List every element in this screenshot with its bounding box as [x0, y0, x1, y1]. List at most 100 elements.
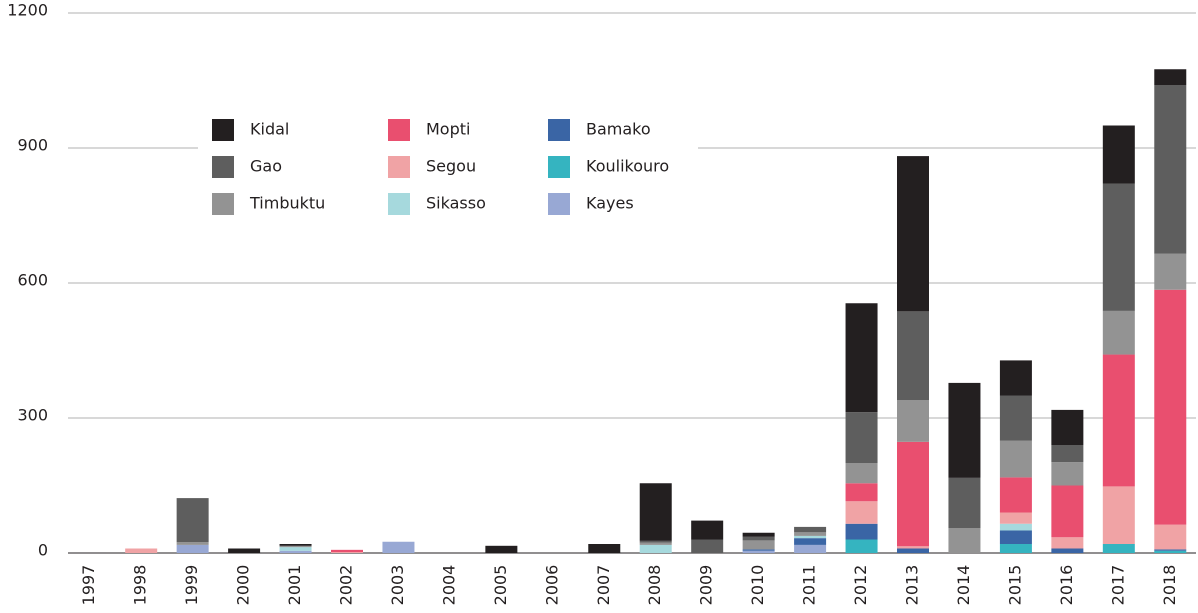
bar-segment	[176, 542, 209, 545]
bar-segment	[1154, 549, 1187, 551]
bar-segment	[845, 539, 878, 553]
x-tick-label: 2015	[1005, 565, 1024, 606]
legend-swatch	[388, 156, 410, 178]
y-tick-label: 600	[17, 271, 48, 290]
x-tick-label: 2017	[1108, 565, 1127, 606]
legend-label: Segou	[426, 157, 476, 176]
legend-label: Mopti	[426, 120, 470, 139]
bar-segment	[897, 156, 929, 312]
legend-label: Koulikouro	[586, 157, 669, 176]
bar-segment	[279, 550, 312, 553]
legend-swatch	[388, 119, 410, 141]
bar-segment	[382, 541, 415, 553]
y-tick-label: 0	[38, 541, 48, 560]
legend-label: Gao	[250, 157, 282, 176]
legend-swatch	[212, 119, 234, 141]
bar-segment	[999, 440, 1032, 478]
bar-segment	[1051, 485, 1084, 538]
bar-segment	[1154, 69, 1187, 85]
legend-swatch	[212, 193, 234, 215]
bar-segment	[845, 501, 878, 524]
legend-swatch	[212, 156, 234, 178]
x-tick-label: 1997	[79, 565, 98, 606]
x-tick-label: 1998	[131, 565, 150, 606]
bar-segment	[1051, 462, 1084, 486]
bar-segment	[742, 550, 775, 553]
x-tick-label: 2004	[439, 565, 458, 606]
x-tick-label: 2018	[1160, 565, 1179, 606]
bar-segment	[845, 412, 878, 463]
bar-segment	[845, 303, 878, 413]
legend-swatch	[388, 193, 410, 215]
x-tick-label: 2014	[954, 565, 973, 606]
bar-segment	[176, 498, 209, 543]
y-tick-label: 1200	[7, 1, 48, 20]
bar-segment	[794, 538, 827, 545]
bar-segment	[794, 526, 827, 533]
x-tick-label: 2002	[337, 565, 356, 606]
bar-segment	[1051, 537, 1084, 549]
bar-segment	[742, 532, 775, 537]
legend-swatch	[548, 119, 570, 141]
bar-segment	[1102, 183, 1135, 311]
bar-segment	[897, 546, 929, 549]
y-tick-label: 300	[17, 406, 48, 425]
bar-segment	[1102, 354, 1135, 487]
bar-segment	[1051, 445, 1084, 463]
x-tick-label: 1999	[182, 565, 201, 606]
bar-segment	[845, 523, 878, 540]
bar-segment	[948, 528, 981, 553]
bar-segment	[176, 544, 209, 553]
bar-segment	[742, 536, 775, 541]
bar-segment	[999, 544, 1032, 553]
x-tick-label: 2012	[851, 565, 870, 606]
bar-segment	[794, 532, 827, 536]
x-tick-label: 2007	[594, 565, 613, 606]
bar-segment	[999, 512, 1032, 524]
bar-segment	[279, 544, 312, 546]
x-tick-label: 2010	[748, 565, 767, 606]
bar-segment	[279, 545, 312, 548]
legend-background	[198, 112, 698, 227]
bar-segment	[794, 535, 827, 539]
bar-segment	[331, 552, 363, 553]
bar-segment	[691, 520, 724, 540]
x-tick-label: 2003	[388, 565, 407, 606]
bar-segment	[1154, 550, 1187, 553]
bar-segment	[1154, 253, 1187, 290]
bar-segment	[1051, 409, 1084, 445]
bar-segment	[897, 441, 929, 547]
bar-segment	[1154, 289, 1187, 525]
bar-segment	[1102, 125, 1135, 184]
bar-segment	[948, 477, 981, 529]
bar-segment	[639, 540, 672, 543]
x-tick-label: 2005	[491, 565, 510, 606]
bar-segment	[1154, 524, 1187, 550]
bar-segment	[845, 463, 878, 484]
bar-segment	[999, 477, 1032, 513]
bar-segment	[639, 542, 672, 545]
bar-segment	[639, 544, 672, 553]
y-tick-label: 900	[17, 136, 48, 155]
bar-segment	[279, 547, 312, 551]
legend-label: Kayes	[586, 194, 634, 213]
bar-segment	[588, 544, 621, 553]
x-tick-label: 2009	[697, 565, 716, 606]
bar-segment	[691, 539, 724, 553]
x-tick-label: 2011	[800, 565, 819, 606]
x-tick-label: 2016	[1057, 565, 1076, 606]
bar-segment	[742, 540, 775, 550]
bar-segment	[999, 530, 1032, 544]
legend-label: Timbuktu	[249, 194, 325, 213]
legend-label: Sikasso	[426, 194, 486, 213]
x-tick-label: 2013	[903, 565, 922, 606]
bar-segment	[125, 548, 158, 553]
bar-segment	[485, 545, 518, 553]
x-tick-label: 2008	[645, 565, 664, 606]
bar-segment	[999, 523, 1032, 531]
bar-segment	[794, 544, 827, 553]
bar-segment	[228, 548, 261, 553]
bar-segment	[999, 360, 1032, 396]
bar-segment	[897, 400, 929, 442]
